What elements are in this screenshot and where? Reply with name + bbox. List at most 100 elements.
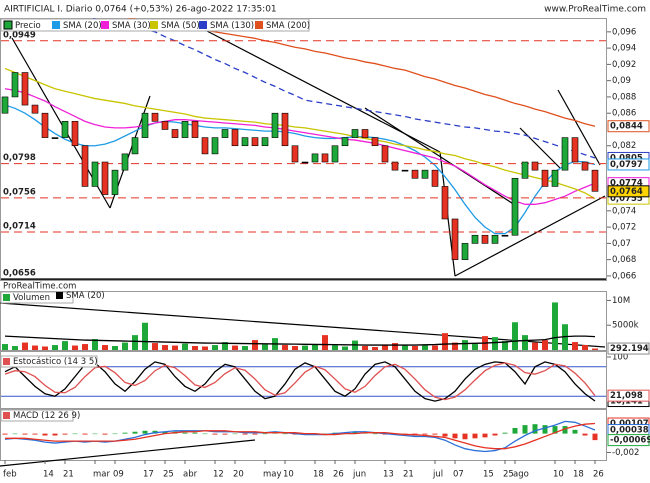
candle <box>391 161 399 171</box>
level-label: 0,0798 <box>3 153 36 163</box>
y-tick-label: 0,068 <box>612 255 636 265</box>
series-line <box>4 362 596 401</box>
legend: Precio SMA (20) SMA (30) SMA (50) SMA (130) S… <box>0 18 310 32</box>
histogram-bar <box>422 433 428 435</box>
legend-label: SMA (50) <box>161 21 200 31</box>
candle <box>441 186 449 220</box>
value-box <box>607 158 650 171</box>
panel-title-icon <box>3 412 10 419</box>
candle <box>121 153 129 171</box>
volume-bar <box>252 340 258 350</box>
macd-panel <box>0 409 607 461</box>
histogram-bar <box>492 433 498 436</box>
histogram-bar <box>242 433 248 435</box>
candle <box>431 169 439 187</box>
x-tick-label: 13 <box>383 470 394 480</box>
value-box-label: 21,098 <box>610 391 643 401</box>
y-tick-label: 0,096 <box>612 27 636 37</box>
x-tick-label: 25 <box>503 470 514 480</box>
histogram-bar <box>372 433 378 435</box>
candle <box>321 153 329 163</box>
candle <box>261 137 269 147</box>
volume-bar <box>152 343 158 350</box>
histogram-bar <box>552 426 558 434</box>
value-box-label: 292.194 <box>610 344 649 354</box>
volume-bar <box>122 342 128 350</box>
panel-title-box <box>0 409 74 422</box>
volume-bar <box>342 346 348 350</box>
volume-bar <box>222 342 228 350</box>
volume-bar <box>422 344 428 350</box>
histogram-bar <box>42 433 48 436</box>
volume-bar <box>202 346 208 350</box>
x-tick-label: 07 <box>453 470 464 480</box>
value-box <box>607 389 650 402</box>
candle <box>401 169 409 172</box>
volume-bar <box>382 345 388 350</box>
legend-label: SMA (20) <box>63 21 102 31</box>
volume-bar <box>542 340 548 350</box>
candle <box>171 129 179 138</box>
histogram-bar <box>222 433 228 435</box>
volume-bar <box>302 345 308 350</box>
histogram-bar <box>202 433 208 435</box>
volume-bar <box>112 346 118 350</box>
volume-bar <box>32 345 38 350</box>
candle <box>531 161 539 171</box>
y-tick-label: 100 <box>612 353 628 363</box>
volume-bar <box>262 344 268 350</box>
histogram-bar <box>432 433 438 435</box>
candle <box>361 129 369 138</box>
level-label: 0,0714 <box>3 221 36 231</box>
histogram-bar <box>92 433 98 435</box>
x-tick-label: 18 <box>573 470 584 480</box>
volume-bar <box>592 348 598 350</box>
candle <box>201 137 209 155</box>
series-line <box>125 18 596 127</box>
volume-bar <box>2 344 8 350</box>
volume-bar <box>312 344 318 350</box>
candle <box>381 145 389 163</box>
histogram-bar <box>22 433 28 435</box>
candle <box>331 145 339 163</box>
x-tick-label: 14 <box>43 470 54 480</box>
volume-bar <box>432 345 438 350</box>
volume-bar <box>212 345 218 350</box>
histogram-bar <box>262 433 268 435</box>
candle <box>1 96 9 114</box>
candle <box>301 161 309 164</box>
candle <box>421 169 429 179</box>
volume-bar <box>192 346 198 350</box>
candle <box>351 129 359 138</box>
histogram-bar <box>522 425 528 434</box>
candle <box>281 112 289 147</box>
candle <box>51 137 59 139</box>
volume-bar <box>12 346 18 350</box>
header-title: AIRTIFICIAL I. Diario 0,0764 (+0,53%) 26… <box>4 5 277 15</box>
x-tick-label: may <box>263 470 282 480</box>
candle <box>181 121 189 138</box>
volume-bar <box>172 345 178 350</box>
value-box-label: 0,00107 <box>610 419 649 429</box>
candle <box>511 177 519 236</box>
candle <box>221 129 229 138</box>
candle <box>41 112 49 138</box>
histogram-bar <box>2 433 8 435</box>
volume-bar <box>372 347 378 350</box>
candle <box>241 137 249 147</box>
histogram-bar <box>232 433 238 435</box>
legend-label: SMA (130) <box>210 21 254 31</box>
candle <box>591 169 599 192</box>
volume-bar <box>132 335 138 350</box>
level-label: 0,0949 <box>3 30 36 40</box>
volume-bar <box>572 342 578 350</box>
panel-title: Estocástico (14 3 5) <box>13 357 98 367</box>
histogram-bar <box>162 431 168 434</box>
histogram-bar <box>212 433 218 435</box>
histogram-bar <box>62 433 68 435</box>
x-tick-label: 17 <box>143 470 154 480</box>
candle <box>341 137 349 147</box>
x-tick-label: 09 <box>113 470 124 480</box>
